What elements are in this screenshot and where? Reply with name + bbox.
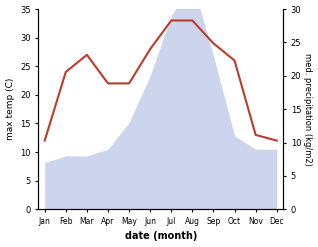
Y-axis label: max temp (C): max temp (C): [5, 78, 15, 140]
Y-axis label: med. precipitation (kg/m2): med. precipitation (kg/m2): [303, 53, 313, 165]
X-axis label: date (month): date (month): [125, 231, 197, 242]
